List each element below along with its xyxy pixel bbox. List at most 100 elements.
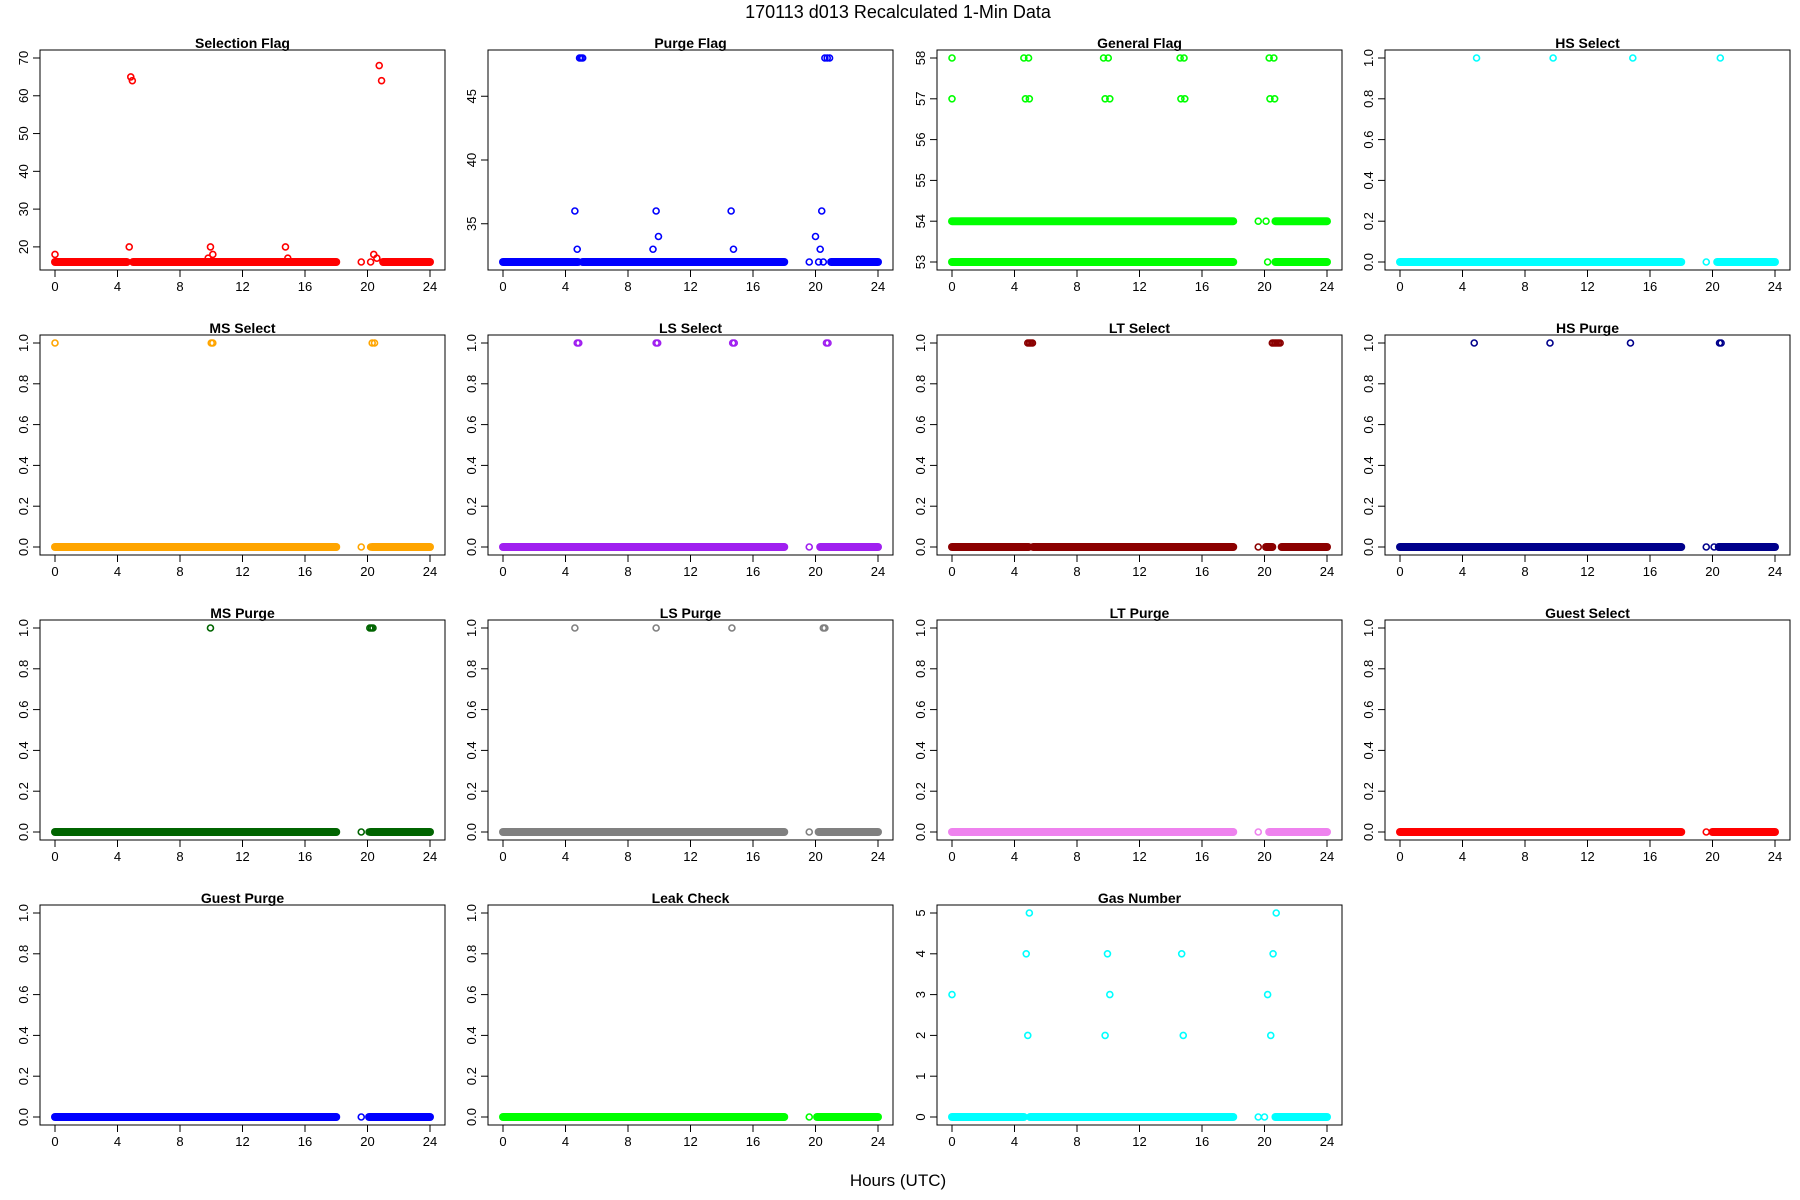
panel-14: Leak Check 0 4 8 12 16 20 24 0.0 0.2 0.4 0.6 0.8 1.0 [464, 890, 894, 1149]
y-tick-label: 0.4 [1361, 456, 1376, 474]
x-tick-label: 0 [499, 849, 506, 864]
data-point [357, 543, 366, 551]
y-tick-label: 0.0 [464, 1108, 479, 1126]
x-tick-label: 0 [1396, 564, 1403, 579]
data-point [730, 339, 739, 347]
x-tick-label: 12 [235, 1134, 249, 1149]
x-tick-label: 24 [1768, 564, 1782, 579]
y-tick-label: 0.6 [913, 701, 928, 719]
y-tick-label: 0.2 [913, 782, 928, 800]
x-tick-label: 4 [562, 1134, 569, 1149]
data-point [649, 245, 657, 254]
y-tick-label: 0.8 [1361, 90, 1376, 108]
data-point [1717, 339, 1725, 347]
data-point [728, 624, 736, 632]
y-tick-label: 1.0 [16, 904, 31, 922]
panel-7: LT Select 0 4 8 12 16 20 24 0.0 0.2 0.4 0.6 0.8 1.0 [913, 320, 1343, 579]
figure-title: 170113 d013 Recalculated 1-Min Data [745, 2, 1052, 22]
x-tick-label: 16 [746, 849, 760, 864]
x-tick-label: 20 [808, 279, 822, 294]
y-tick-label: 40 [16, 164, 31, 178]
y-tick-label: 0.0 [1361, 253, 1376, 271]
panel-title: Gas Number [1098, 890, 1182, 906]
x-tick-label: 16 [1643, 564, 1657, 579]
data-point [366, 543, 375, 551]
data-point [1103, 949, 1112, 958]
x-tick-label: 16 [746, 564, 760, 579]
plot-frame [936, 619, 1343, 841]
y-tick-label: 0.8 [16, 945, 31, 963]
x-tick-label: 0 [51, 1134, 58, 1149]
y-tick-label: 0.0 [16, 538, 31, 556]
x-tick-label: 24 [1768, 849, 1782, 864]
data-point [128, 76, 137, 85]
data-point [1472, 54, 1481, 62]
panel-title: MS Select [209, 320, 275, 336]
data-point [281, 243, 290, 251]
data-point [126, 73, 135, 81]
data-point [948, 95, 956, 103]
x-tick-label: 4 [1011, 564, 1018, 579]
panel-11: LT Purge 0 4 8 12 16 20 24 0.0 0.2 0.4 0.6 0.8 1.0 [913, 605, 1343, 864]
data-point [1021, 95, 1030, 103]
y-tick-label: 53 [913, 255, 928, 269]
panel-title: HS Select [1555, 35, 1620, 51]
y-tick-label: 1.0 [464, 619, 479, 637]
data-point [1272, 909, 1281, 917]
y-tick-label: 60 [16, 89, 31, 103]
panel-2: Purge Flag 0 4 8 12 16 20 24 35 40 45 [464, 35, 894, 294]
data-point [51, 250, 59, 259]
plot-frame [1384, 49, 1791, 271]
data-point [654, 232, 663, 241]
y-tick-label: 35 [464, 217, 479, 231]
x-tick-label: 8 [1073, 1134, 1080, 1149]
y-tick-label: 1.0 [1361, 334, 1376, 352]
data-point [1263, 990, 1272, 999]
x-tick-label: 16 [1643, 849, 1657, 864]
panel-title: LS Purge [660, 605, 722, 621]
data-point [811, 232, 820, 241]
data-point [1702, 543, 1711, 551]
x-tick-label: 0 [948, 1134, 955, 1149]
y-tick-label: 0.6 [1361, 701, 1376, 719]
x-tick-label: 16 [298, 279, 312, 294]
x-tick-label: 20 [808, 1134, 822, 1149]
y-tick-label: 0.6 [464, 986, 479, 1004]
y-tick-label: 1.0 [913, 619, 928, 637]
panel-title: LS Select [659, 320, 722, 336]
panel-5: MS Select 0 4 8 12 16 20 24 0.0 0.2 0.4 0.6 0.8 1.0 [16, 320, 446, 579]
plot-frame [39, 619, 446, 841]
data-point [1177, 95, 1185, 103]
data-point [729, 245, 738, 254]
data-point [1176, 54, 1184, 62]
data-point [1549, 54, 1557, 62]
x-tick-label: 0 [499, 279, 506, 294]
y-tick-label: 0.4 [464, 1026, 479, 1044]
y-tick-label: 0.8 [1361, 660, 1376, 678]
data-point [948, 990, 956, 999]
x-tick-label: 8 [176, 849, 183, 864]
data-point [1254, 217, 1263, 225]
x-tick-label: 24 [1320, 279, 1334, 294]
x-tick-label: 16 [298, 849, 312, 864]
x-tick-label: 8 [176, 279, 183, 294]
x-tick-label: 20 [1257, 564, 1271, 579]
data-point [814, 258, 823, 266]
y-tick-label: 0.0 [913, 823, 928, 841]
data-point [377, 76, 386, 85]
y-tick-label: 0.6 [1361, 416, 1376, 434]
x-tick-label: 20 [360, 849, 374, 864]
x-tick-label: 24 [871, 849, 885, 864]
x-tick-label: 24 [423, 849, 437, 864]
data-point [1702, 828, 1711, 836]
plot-frame [487, 904, 894, 1126]
data-point [209, 250, 217, 259]
data-point [1254, 1113, 1263, 1121]
data-point [206, 243, 215, 251]
plot-frame [1384, 619, 1791, 841]
data-point [571, 207, 579, 215]
y-tick-label: 45 [464, 89, 479, 103]
y-tick-label: 1.0 [1361, 49, 1376, 67]
x-tick-label: 24 [1320, 564, 1334, 579]
x-tick-label: 0 [948, 849, 955, 864]
